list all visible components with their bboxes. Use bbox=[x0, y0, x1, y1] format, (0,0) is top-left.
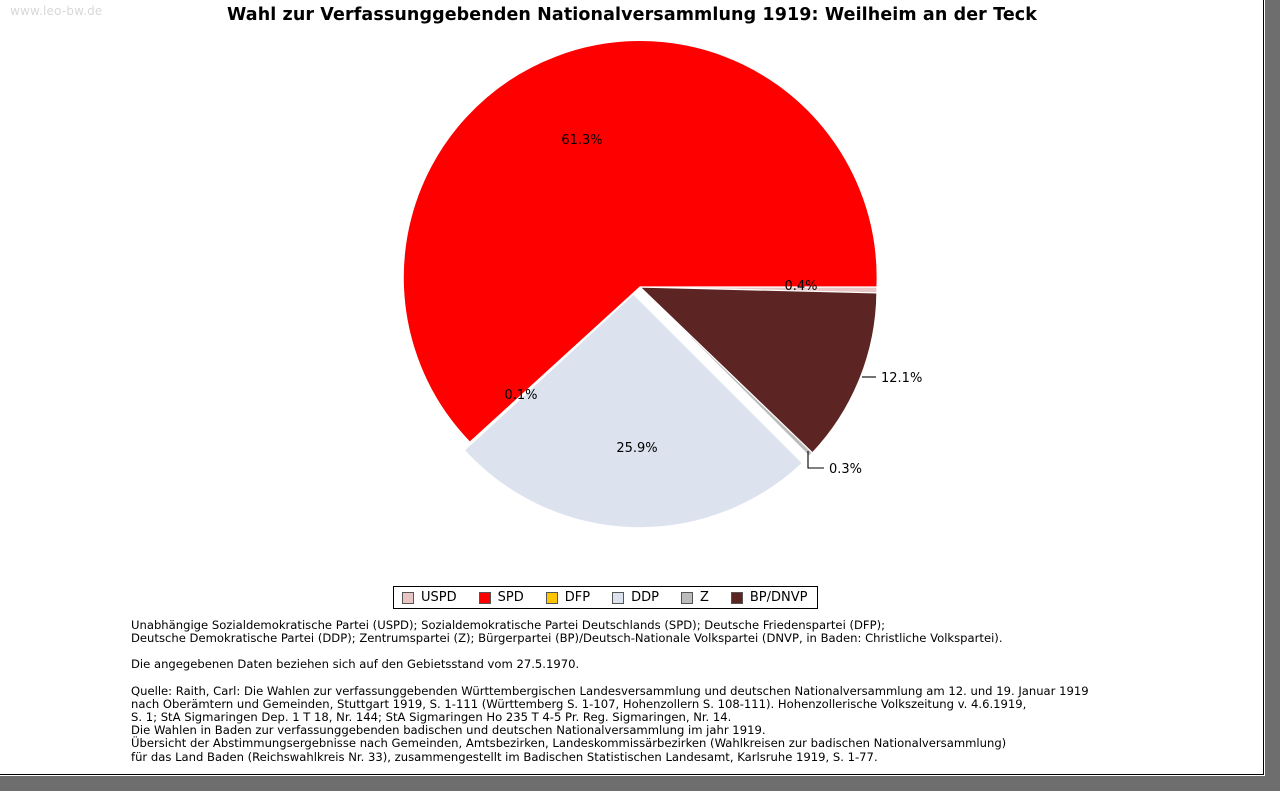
page-title: Wahl zur Verfassunggebenden Nationalvers… bbox=[227, 5, 1037, 25]
footnote-line: nach Oberämtern und Gemeinden, Stuttgart… bbox=[131, 696, 1027, 711]
legend-item-spd[interactable]: SPD bbox=[478, 590, 524, 605]
footnote-line: für das Land Baden (Reichswahlkreis Nr. … bbox=[131, 749, 878, 764]
pie-label-dfp: 0.1% bbox=[504, 388, 537, 403]
legend-item-dfp[interactable]: DFP bbox=[545, 590, 591, 605]
footnote-line: Deutsche Demokratische Partei (DDP); Zen… bbox=[131, 631, 1003, 646]
legend-swatch-icon bbox=[402, 591, 414, 604]
legend-item-z[interactable]: Z bbox=[680, 590, 709, 605]
legend-swatch-icon bbox=[730, 591, 743, 604]
footnote-line: S. 1; StA Sigmaringen Dep. 1 T 18, Nr. 1… bbox=[131, 710, 732, 725]
leader-line-z bbox=[807, 451, 824, 469]
legend-item-label: DDP bbox=[631, 590, 659, 605]
legend-item-label: DFP bbox=[564, 590, 591, 605]
legend-item-label: BP/DNVP bbox=[749, 590, 808, 605]
legend-item-label: USPD bbox=[421, 590, 457, 605]
legend-swatch-icon bbox=[680, 591, 693, 604]
footnote-line: Die angegebenen Daten beziehen sich auf … bbox=[131, 657, 580, 672]
footnote-parties: Unabhängige Sozialdemokratische Partei (… bbox=[131, 618, 1181, 646]
footnote-territory: Die angegebenen Daten beziehen sich auf … bbox=[131, 658, 1181, 671]
footnote-line: Unabhängige Sozialdemokratische Partei (… bbox=[131, 618, 886, 632]
legend-swatch-icon bbox=[545, 591, 558, 604]
legend-swatch-icon bbox=[612, 591, 625, 604]
pie-slice-spd[interactable] bbox=[402, 39, 878, 444]
pie-chart: 61.3% 0.4% 12.1% 0.3% 25.9% 0.1% bbox=[402, 39, 922, 529]
pie-label-z: 0.3% bbox=[829, 462, 862, 477]
legend-swatch-icon bbox=[478, 591, 491, 604]
footnote-line: Die Wahlen in Baden zur verfassunggebend… bbox=[131, 723, 766, 738]
pie-label-bp-dnvp: 12.1% bbox=[881, 371, 922, 386]
pie-label-uspd: 0.4% bbox=[784, 279, 817, 294]
legend: USPD SPD DFP DDP Z BP/DNVP bbox=[393, 586, 819, 609]
legend-item-label: Z bbox=[699, 590, 709, 605]
panel-shadow-bottom bbox=[0, 776, 1280, 791]
legend-item-uspd[interactable]: USPD bbox=[402, 591, 457, 604]
pie-slice-bp-dnvp[interactable] bbox=[638, 286, 878, 454]
legend-item-bp-dnvp[interactable]: BP/DNVP bbox=[730, 590, 808, 605]
footnote-line: Quelle: Raith, Carl: Die Wahlen zur verf… bbox=[131, 683, 1089, 698]
watermark: www.leo-bw.de bbox=[10, 4, 103, 18]
pie-slice-ddp[interactable] bbox=[463, 293, 804, 529]
legend-item-label: SPD bbox=[497, 590, 524, 605]
footnote-line: Übersicht der Abstimmungsergebnisse nach… bbox=[131, 736, 1007, 751]
legend-item-ddp[interactable]: DDP bbox=[612, 591, 659, 604]
pie-label-ddp: 25.9% bbox=[616, 441, 657, 456]
pie-label-spd: 61.3% bbox=[561, 133, 602, 148]
pie-slice-z[interactable] bbox=[639, 286, 814, 457]
footnote-source: Quelle: Raith, Carl: Die Wahlen zur verf… bbox=[131, 683, 1181, 764]
panel-shadow-right bbox=[1265, 0, 1280, 791]
footnotes: Unabhängige Sozialdemokratische Partei (… bbox=[131, 618, 1181, 764]
